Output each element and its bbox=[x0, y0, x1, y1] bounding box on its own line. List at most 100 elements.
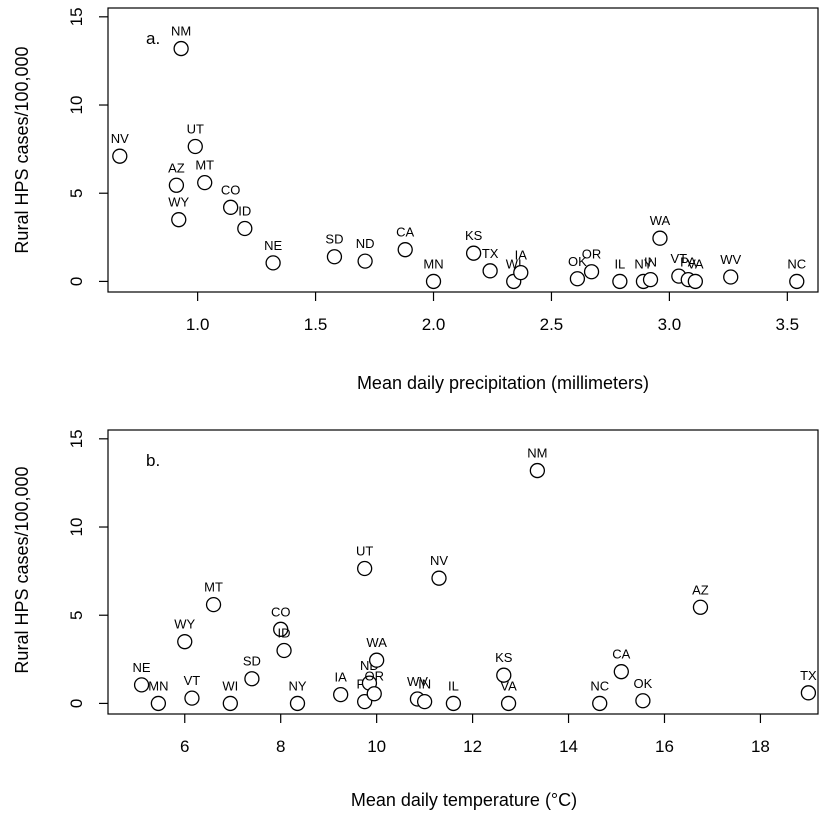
point-label-va: VA bbox=[500, 678, 517, 693]
data-point-nv bbox=[431, 570, 447, 586]
point-label-az: AZ bbox=[692, 582, 709, 597]
data-point-wa bbox=[652, 230, 668, 246]
point-label-vt: VT bbox=[184, 673, 201, 688]
point-label-pa: PA bbox=[680, 255, 697, 270]
data-point-mt bbox=[205, 596, 222, 613]
point-label-ut: UT bbox=[187, 121, 204, 136]
point-label-mt: MT bbox=[195, 158, 214, 173]
point-label-wv: WV bbox=[720, 252, 741, 267]
data-point-wi bbox=[222, 695, 238, 712]
point-label-mt: MT bbox=[204, 580, 223, 595]
data-point-az bbox=[692, 599, 709, 615]
point-label-co: CO bbox=[221, 182, 241, 197]
data-point-nm bbox=[529, 462, 546, 479]
data-point-nm bbox=[173, 40, 189, 57]
point-label-ia: IA bbox=[335, 670, 348, 685]
x-axis-b: 6 8 10 12 14 16 18 bbox=[180, 714, 770, 756]
y-tick-label-a: 5 bbox=[67, 188, 86, 197]
y-axis-a: 0 5 10 15 bbox=[67, 7, 108, 286]
point-label-co: CO bbox=[271, 604, 291, 619]
point-label-tx: TX bbox=[482, 246, 499, 261]
data-point-ia bbox=[513, 264, 529, 281]
point-label-nm: NM bbox=[527, 446, 547, 461]
point-label-sd: SD bbox=[325, 232, 343, 247]
point-label-nm: NM bbox=[171, 24, 191, 39]
data-point-mn bbox=[425, 273, 442, 290]
data-point-in bbox=[416, 694, 433, 710]
data-point-ca bbox=[397, 242, 413, 258]
x-tick-label-a: 2.5 bbox=[540, 315, 564, 334]
data-point-mn bbox=[150, 695, 167, 712]
point-label-wi: WI bbox=[222, 678, 238, 693]
points-b: NEMNWYVTMTWISDCOIDNYIAPAUTNDORWAWVINNVIL… bbox=[133, 446, 817, 712]
x-tick-label-a: 1.0 bbox=[186, 315, 210, 334]
point-label-wy: WY bbox=[174, 617, 195, 632]
point-label-ia: IA bbox=[515, 248, 528, 263]
panel-a: a. Mean daily precipitation (millimeters… bbox=[12, 7, 819, 393]
point-label-wy: WY bbox=[168, 195, 189, 210]
point-label-ok: OK bbox=[634, 676, 653, 691]
point-label-in: IN bbox=[418, 677, 431, 692]
data-point-nc bbox=[789, 273, 805, 290]
point-label-ny: NY bbox=[634, 256, 652, 271]
point-label-nv: NV bbox=[430, 553, 448, 568]
point-label-ca: CA bbox=[612, 647, 630, 662]
data-point-ia bbox=[333, 686, 349, 703]
data-point-il bbox=[612, 273, 628, 290]
x-tick-label-a: 3.0 bbox=[658, 315, 682, 334]
point-label-sd: SD bbox=[243, 654, 261, 669]
x-tick-label-b: 16 bbox=[655, 737, 674, 756]
y-tick-label-b: 15 bbox=[67, 429, 86, 448]
point-label-nv: NV bbox=[111, 131, 129, 146]
panel-b: b. Mean daily temperature (°C) Rural HPS… bbox=[12, 429, 819, 810]
data-point-tx bbox=[482, 263, 498, 279]
data-point-wy bbox=[177, 634, 193, 650]
data-point-nc bbox=[592, 695, 608, 712]
point-label-il: IL bbox=[448, 678, 459, 693]
y-tick-label-b: 10 bbox=[67, 518, 86, 537]
y-tick-label-b: 5 bbox=[67, 610, 86, 619]
data-point-wv bbox=[723, 269, 739, 285]
y-tick-label-a: 10 bbox=[67, 96, 86, 115]
data-point-nd bbox=[357, 253, 373, 269]
data-point-ne bbox=[265, 255, 281, 271]
data-point-in bbox=[642, 272, 659, 288]
point-label-ok: OK bbox=[568, 254, 587, 269]
point-label-ny: NY bbox=[288, 678, 306, 693]
data-point-or bbox=[366, 686, 382, 702]
data-point-ca bbox=[613, 664, 629, 680]
data-point-ny bbox=[289, 695, 306, 712]
data-point-ut bbox=[187, 138, 203, 155]
plot-frame-b bbox=[107, 429, 819, 715]
y-tick-label-b: 0 bbox=[67, 699, 86, 708]
point-label-id: ID bbox=[278, 625, 291, 640]
panel-label-a: a. bbox=[146, 29, 160, 48]
data-point-or bbox=[583, 264, 600, 280]
x-axis-title-a: Mean daily precipitation (millimeters) bbox=[357, 373, 649, 393]
data-point-co bbox=[223, 199, 239, 215]
point-label-in: IN bbox=[644, 255, 657, 270]
point-label-az: AZ bbox=[168, 160, 185, 175]
data-point-il bbox=[445, 695, 462, 712]
data-point-ks bbox=[465, 245, 482, 261]
y-axis-title-b: Rural HPS cases/100,000 bbox=[12, 466, 32, 673]
x-axis-title-b: Mean daily temperature (°C) bbox=[351, 790, 577, 810]
point-label-mn: MN bbox=[148, 678, 168, 693]
data-point-tx bbox=[800, 685, 817, 701]
x-tick-label-b: 6 bbox=[180, 737, 189, 756]
point-label-nd: ND bbox=[356, 236, 375, 251]
panel-label-b: b. bbox=[146, 451, 160, 470]
point-label-mn: MN bbox=[423, 256, 443, 271]
data-point-co bbox=[273, 621, 289, 637]
point-label-wv: WV bbox=[407, 674, 428, 689]
data-point-id bbox=[276, 642, 292, 659]
point-label-ne: NE bbox=[264, 238, 282, 253]
data-point-va bbox=[500, 695, 517, 712]
x-tick-label-b: 18 bbox=[751, 737, 770, 756]
data-point-ok bbox=[635, 693, 651, 709]
x-tick-label-b: 10 bbox=[367, 737, 386, 756]
data-point-nv bbox=[112, 148, 128, 164]
point-label-wa: WA bbox=[650, 213, 671, 228]
